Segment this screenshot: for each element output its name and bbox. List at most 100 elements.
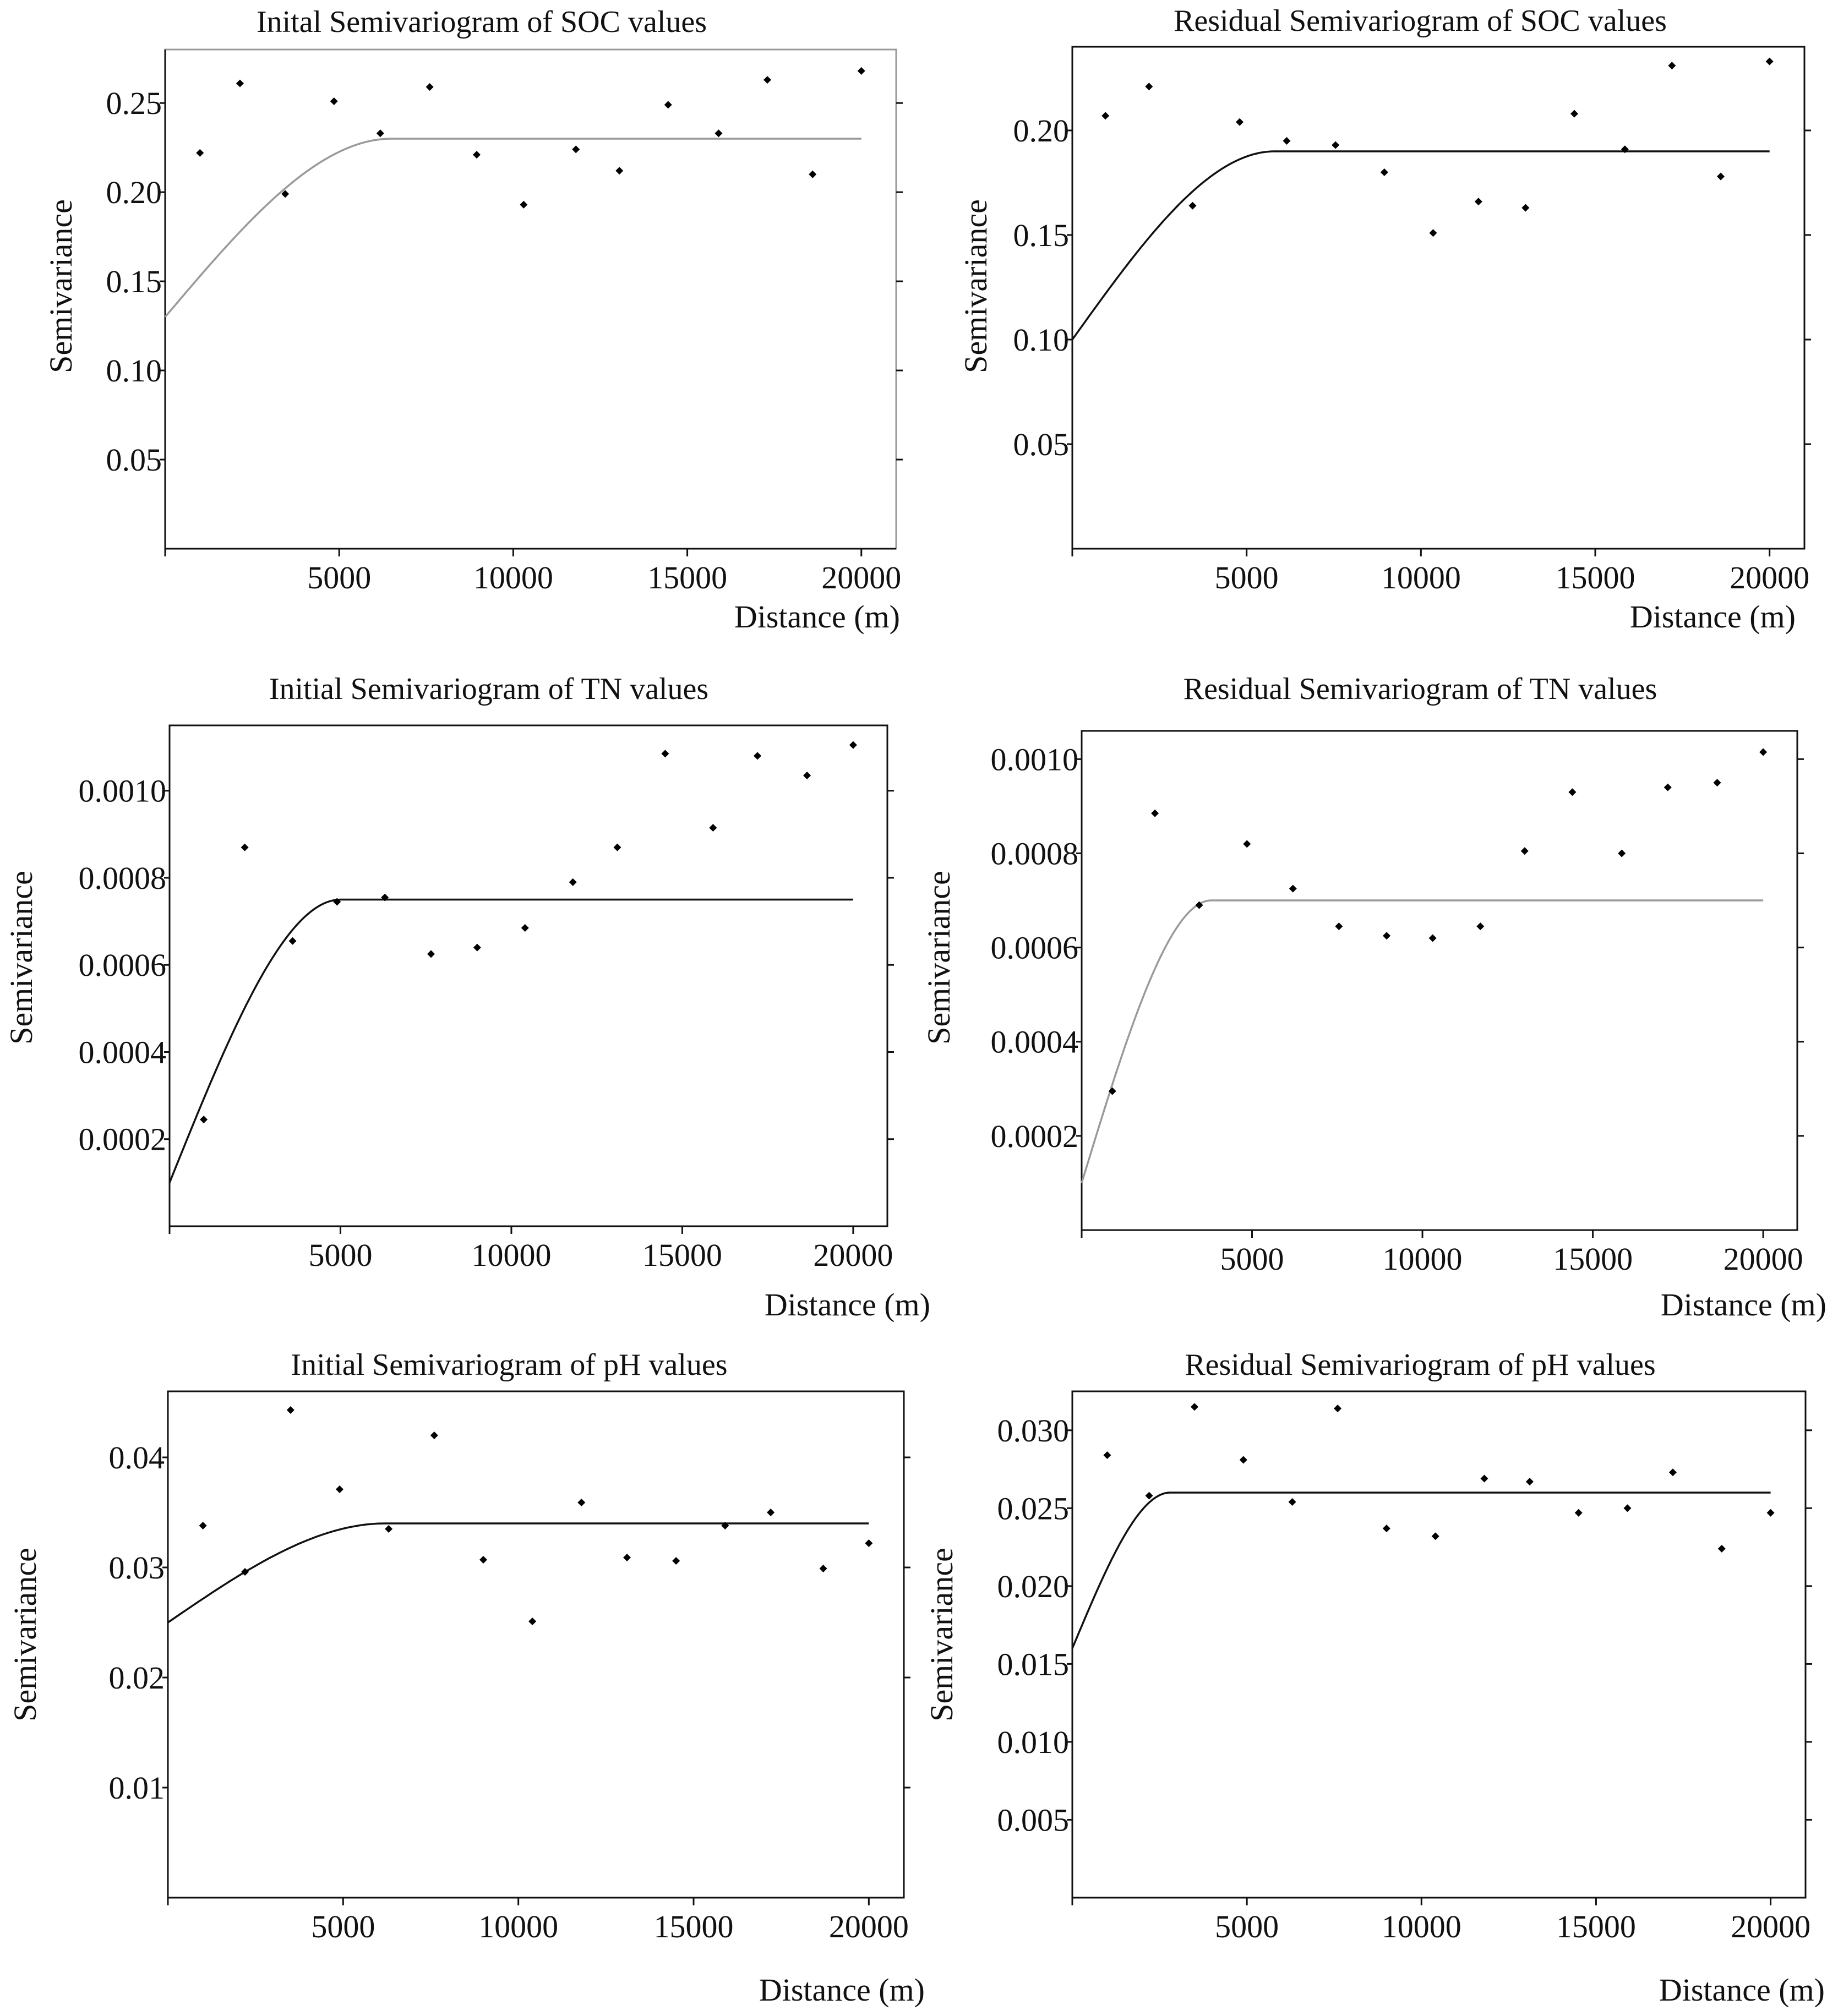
y-tick-label: 0.010 <box>997 1724 1070 1760</box>
data-point <box>1623 1504 1632 1512</box>
data-point <box>849 741 857 749</box>
y-tick-label: 0.025 <box>997 1490 1070 1526</box>
y-axis-label: Semivariance <box>958 199 994 373</box>
x-tick-label: 5000 <box>308 1237 372 1273</box>
data-point <box>1145 1491 1153 1500</box>
chart-title: Initial Semivariogram of TN values <box>269 672 708 706</box>
chart-title: Initial Semivariogram of pH values <box>291 1348 727 1382</box>
x-tick-label: 20000 <box>829 1909 909 1944</box>
x-axis-label: Distance (m) <box>759 1972 925 2008</box>
data-point <box>754 752 762 760</box>
data-point <box>520 200 528 209</box>
data-point <box>763 76 772 84</box>
x-tick-label: 10000 <box>1382 1909 1461 1944</box>
chart-title: Residual Semivariogram of TN values <box>1183 672 1657 706</box>
data-point <box>1568 788 1577 796</box>
data-point <box>241 1568 249 1576</box>
y-tick-label: 0.0008 <box>991 835 1079 871</box>
x-tick-label: 10000 <box>1383 1241 1463 1277</box>
panel-ph-residual: Residual Semivariogram of pH values Semi… <box>924 1348 1825 2008</box>
x-tick-label: 15000 <box>1556 1909 1636 1944</box>
data-point <box>1713 779 1721 787</box>
chart-title: Residual Semivariogram of pH values <box>1185 1348 1655 1382</box>
data-point <box>196 149 204 157</box>
model-curve <box>168 898 853 1183</box>
data-point <box>1668 1468 1677 1477</box>
model-curve <box>164 138 861 318</box>
y-tick-label: 0.030 <box>997 1413 1070 1449</box>
x-axis-label: Distance (m) <box>765 1287 930 1323</box>
model-curve <box>1071 1491 1771 1649</box>
y-tick-label: 0.15 <box>1013 217 1070 253</box>
data-point <box>430 1432 438 1439</box>
y-tick-label: 0.01 <box>109 1770 165 1806</box>
data-point <box>1380 168 1388 176</box>
data-point <box>1103 1451 1111 1460</box>
data-point <box>1429 229 1437 237</box>
data-point <box>1668 62 1676 70</box>
data-point <box>857 67 865 75</box>
data-point <box>199 1522 207 1529</box>
data-point <box>385 1525 393 1533</box>
y-tick-label: 0.0006 <box>79 947 167 983</box>
data-point <box>1188 201 1197 210</box>
data-point <box>427 950 435 958</box>
x-tick-label: 20000 <box>821 560 901 595</box>
data-point <box>1618 849 1626 857</box>
data-point <box>1521 204 1530 212</box>
x-tick-label: 10000 <box>473 560 553 595</box>
x-tick-label: 10000 <box>1381 560 1461 595</box>
data-point <box>426 83 434 91</box>
data-point <box>577 1499 586 1506</box>
data-point <box>1428 934 1437 942</box>
x-axis-label: Distance (m) <box>1630 599 1796 635</box>
data-point <box>1243 840 1251 848</box>
y-tick-label: 0.10 <box>1013 322 1070 358</box>
data-point <box>865 1539 873 1547</box>
data-point <box>200 1116 208 1124</box>
y-tick-label: 0.03 <box>109 1550 165 1586</box>
data-point <box>1766 1509 1775 1517</box>
x-tick-label: 5000 <box>1215 560 1279 595</box>
data-point <box>241 843 249 851</box>
y-axis-label: Semivariance <box>43 199 79 373</box>
chart-title: Inital Semivariogram of SOC values <box>257 5 707 39</box>
data-point <box>1191 1403 1198 1411</box>
x-tick-label: 10000 <box>471 1237 551 1273</box>
y-tick-label: 0.04 <box>109 1440 165 1476</box>
data-point <box>1335 922 1343 931</box>
data-point <box>1520 847 1529 855</box>
panel-soc-initial: Inital Semivariogram of SOC values Semiv… <box>43 5 903 635</box>
data-point <box>1334 1405 1342 1413</box>
data-point <box>1101 112 1110 120</box>
x-tick-label: 15000 <box>1553 1241 1633 1277</box>
data-point <box>381 893 389 902</box>
data-point <box>767 1509 775 1516</box>
data-point <box>661 750 669 758</box>
data-point <box>1717 172 1725 181</box>
data-point <box>1145 83 1153 91</box>
data-point <box>721 1522 729 1529</box>
y-tick-label: 0.15 <box>106 264 162 299</box>
y-axis-label: Semivariance <box>921 871 957 1045</box>
y-tick-label: 0.0004 <box>79 1034 167 1070</box>
x-tick-label: 15000 <box>1556 560 1635 595</box>
data-point <box>1239 1456 1247 1464</box>
data-point <box>615 167 624 175</box>
data-point <box>613 843 621 851</box>
y-tick-label: 0.0010 <box>79 773 167 809</box>
chart-title: Residual Semivariogram of SOC values <box>1174 4 1667 38</box>
data-point <box>803 772 811 779</box>
data-point <box>1195 901 1203 909</box>
x-tick-label: 15000 <box>642 1237 722 1273</box>
data-point <box>1574 1509 1583 1517</box>
panel-tn-residual: Residual Semivariogram of TN values Semi… <box>921 672 1826 1323</box>
data-point <box>715 129 723 138</box>
data-point <box>1474 198 1482 206</box>
y-axis-label: Semivariance <box>7 1548 43 1722</box>
x-tick-label: 10000 <box>478 1909 558 1944</box>
y-tick-label: 0.0002 <box>79 1122 167 1157</box>
x-axis-label: Distance (m) <box>1661 1287 1826 1323</box>
data-point <box>479 1556 487 1564</box>
